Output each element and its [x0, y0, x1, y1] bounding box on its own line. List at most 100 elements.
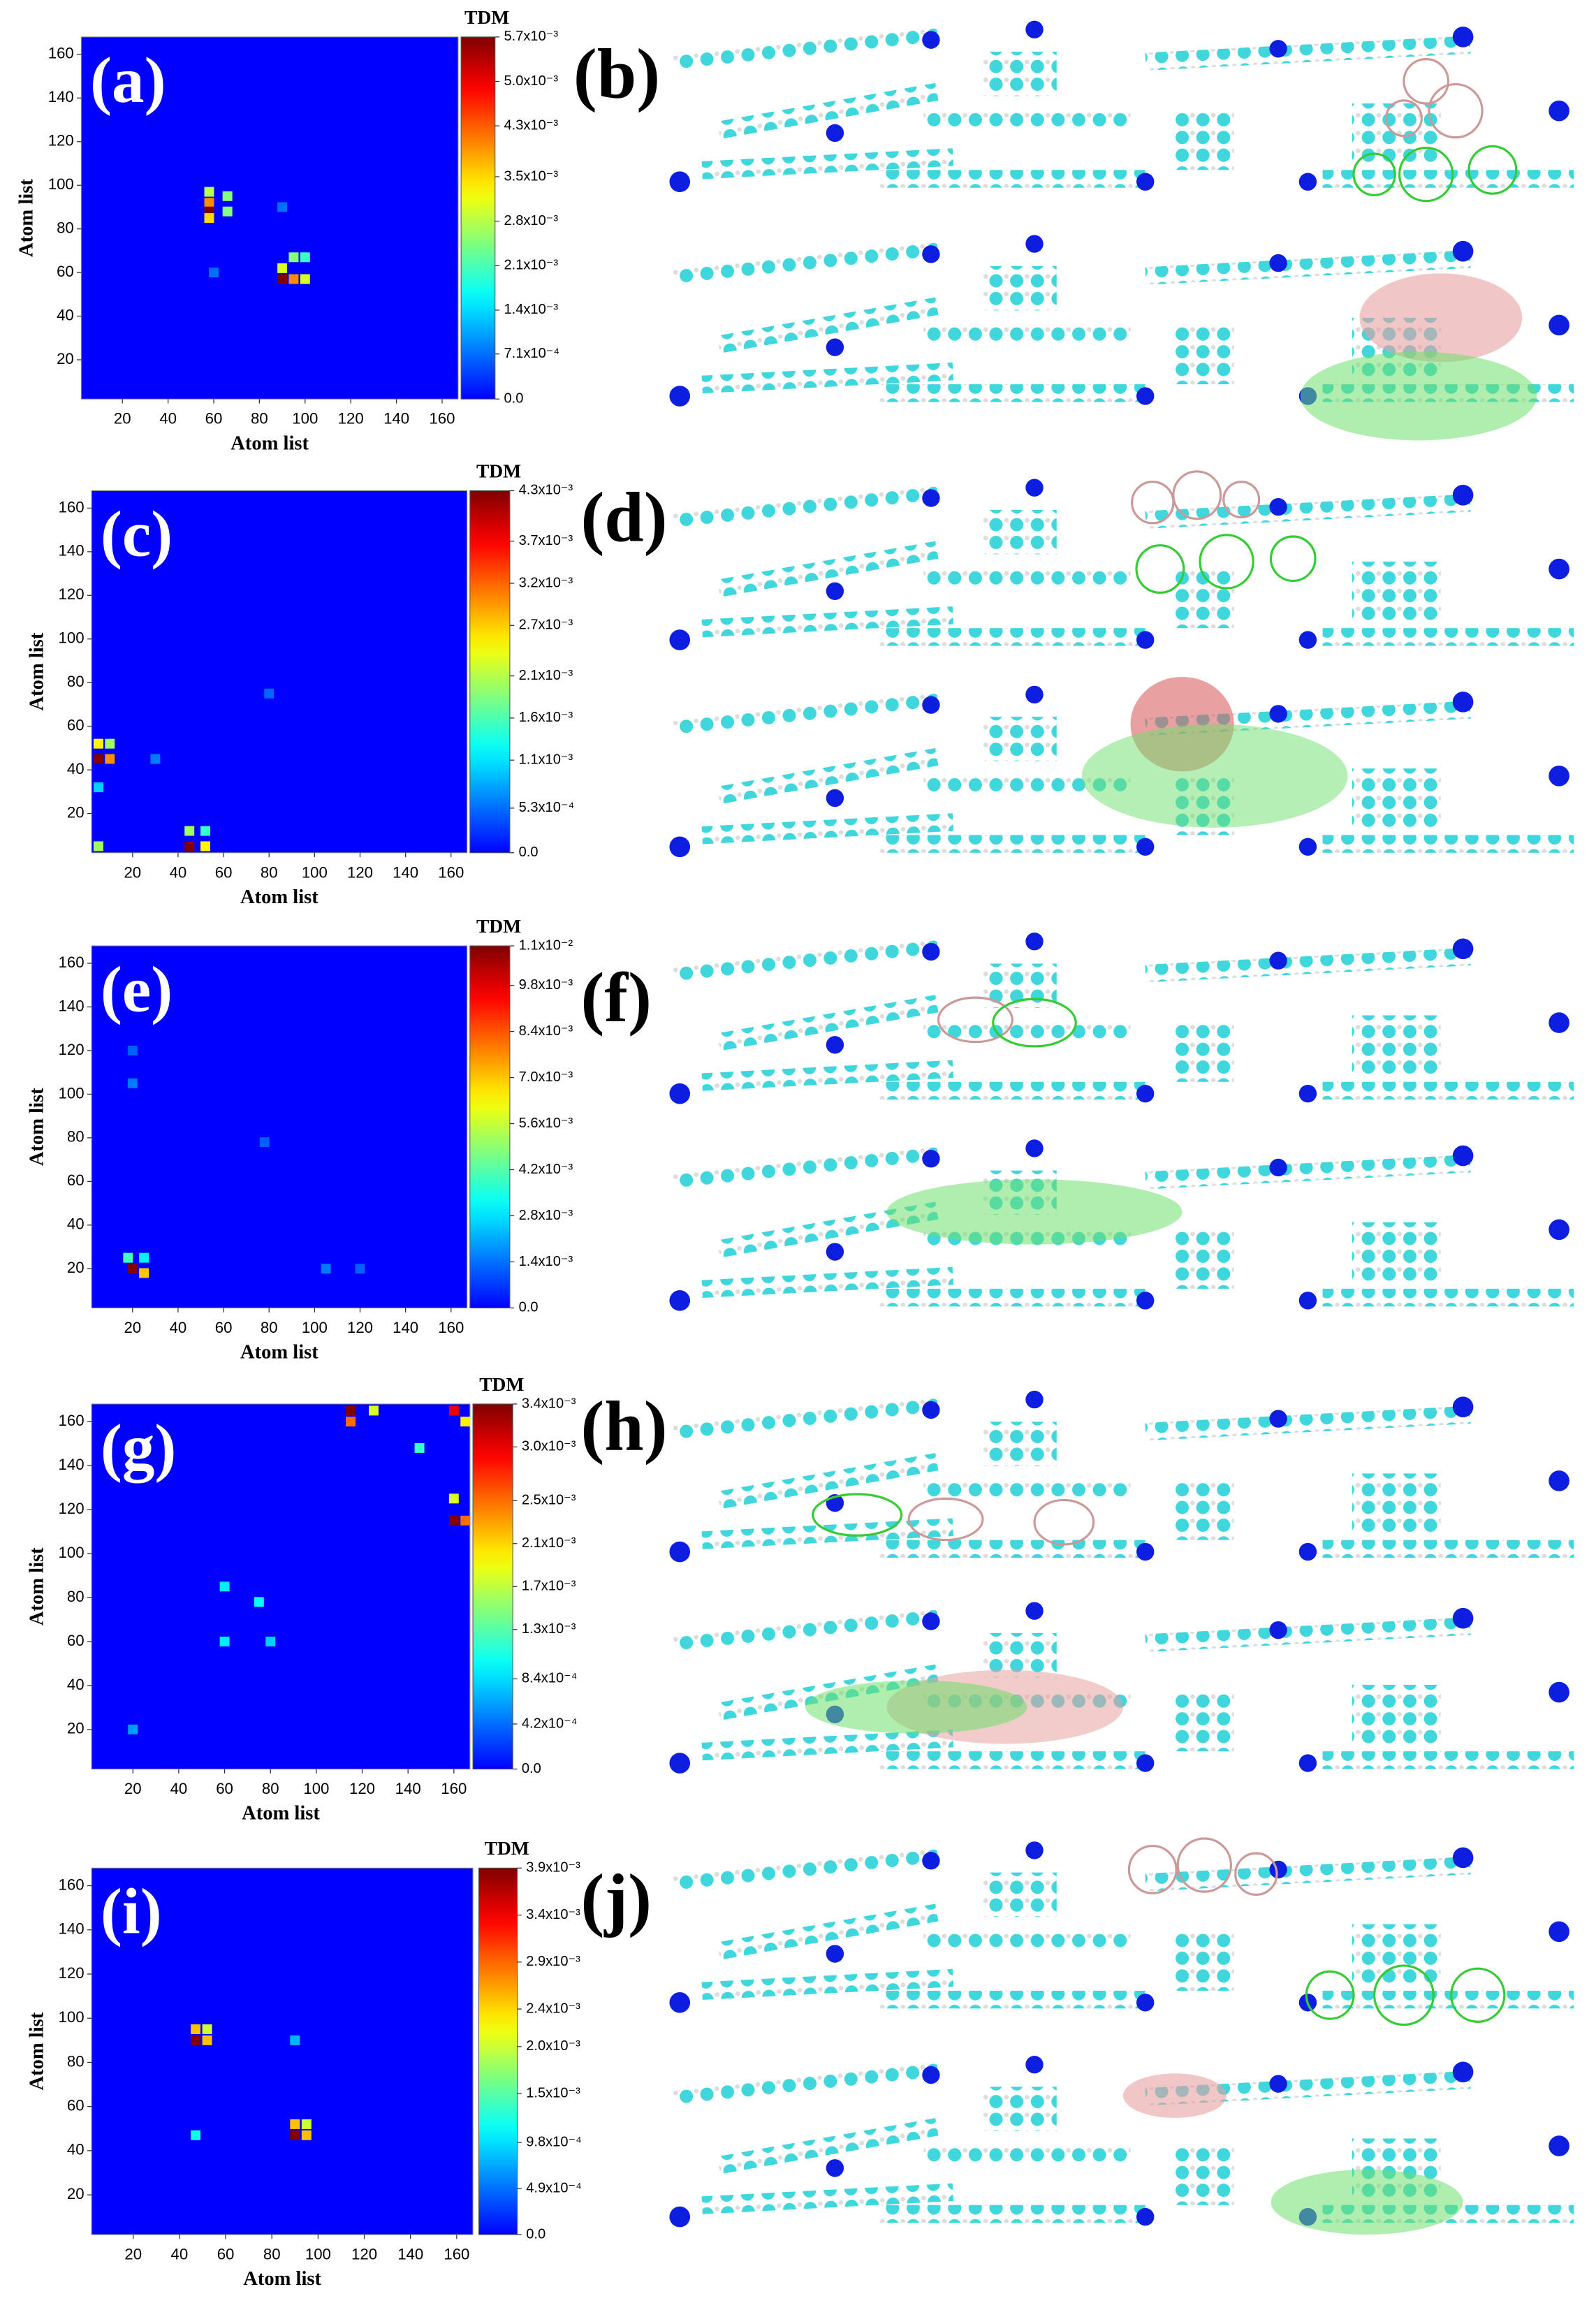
- colorbar-tick-label: 1.6x10⁻³: [519, 710, 573, 725]
- x-axis-label: Atom list: [243, 2268, 321, 2290]
- heat-cell: [300, 274, 310, 284]
- y-tick-label: 80: [67, 1128, 85, 1146]
- heat-cell: [127, 1045, 138, 1055]
- x-tick-label: 80: [261, 1319, 278, 1336]
- y-tick-label: 20: [67, 1720, 85, 1737]
- x-tick-label: 120: [338, 410, 364, 427]
- heat-cell: [93, 782, 103, 793]
- y-tick-label: 160: [59, 498, 85, 516]
- x-tick-label: 40: [171, 2245, 189, 2263]
- x-tick-label: 40: [170, 1319, 187, 1336]
- y-tick-label: 120: [59, 1964, 85, 1982]
- y-tick-label: 40: [67, 760, 85, 777]
- heat-cell: [191, 2130, 201, 2140]
- heat-cell: [127, 1078, 138, 1088]
- heat-cell: [288, 274, 299, 284]
- y-tick-label: 80: [57, 219, 74, 237]
- x-tick-label: 20: [124, 1780, 142, 1797]
- heat-cell: [222, 206, 233, 217]
- x-tick-label: 60: [215, 1319, 233, 1336]
- y-tick-label: 140: [59, 997, 85, 1014]
- x-tick-label: 120: [349, 1780, 375, 1797]
- y-tick-label: 60: [67, 1171, 85, 1189]
- heat-cell: [277, 263, 288, 273]
- y-tick-label: 100: [59, 1544, 85, 1561]
- y-tick-label: 60: [57, 263, 74, 280]
- heat-cell: [277, 202, 288, 212]
- colorbar-tick-label: 4.2x10⁻³: [519, 1162, 573, 1177]
- x-tick-label: 160: [438, 1319, 464, 1336]
- x-tick-label: 20: [124, 2245, 142, 2263]
- colorbar: [469, 490, 511, 854]
- heat-cell: [200, 841, 211, 852]
- heat-cell: [204, 213, 214, 224]
- heat-cell: [209, 268, 219, 278]
- image-panel-label: (h): [580, 1387, 667, 1466]
- heat-cell: [414, 1442, 425, 1453]
- x-tick-label: 60: [216, 1780, 233, 1797]
- colorbar-tick-label: 9.8x10⁻⁴: [526, 2134, 582, 2149]
- x-axis-label: Atom list: [242, 1803, 320, 1825]
- colorbar-tick-label: 2.8x10⁻³: [504, 213, 558, 228]
- y-tick-label: 100: [48, 175, 74, 193]
- colorbar-tick-label: 4.3x10⁻³: [519, 483, 573, 498]
- y-tick-label: 40: [67, 1215, 85, 1233]
- y-tick-label: 160: [59, 1412, 85, 1429]
- image-panel-label: (f): [580, 958, 651, 1037]
- colorbar-tick-label: 1.1x10⁻³: [519, 752, 573, 767]
- x-tick-label: 140: [395, 1780, 421, 1797]
- panel-label: (i): [101, 1876, 162, 1948]
- colorbar-tick-label: 2.9x10⁻³: [526, 1954, 580, 1969]
- x-tick-label: 140: [397, 2245, 423, 2263]
- colorbar-tick-label: 0.0: [526, 2226, 546, 2242]
- heat-cell: [254, 1597, 264, 1607]
- y-tick-label: 120: [59, 585, 85, 603]
- y-tick-label: 100: [59, 1084, 85, 1102]
- heat-cell: [264, 688, 274, 699]
- heat-cell: [288, 252, 299, 263]
- colorbar-tick-label: 0.0: [519, 845, 539, 860]
- colorbar-tick-label: 5.0x10⁻³: [504, 73, 558, 89]
- y-tick-label: 40: [67, 2141, 85, 2158]
- y-axis-label: Atom list: [27, 2012, 48, 2090]
- x-tick-label: 40: [170, 863, 187, 881]
- y-tick-label: 100: [59, 2008, 85, 2026]
- colorbar-tick-label: 1.4x10⁻³: [519, 1254, 573, 1269]
- panel-label: (c): [101, 499, 173, 571]
- colorbar: [472, 1403, 513, 1770]
- y-tick-label: 80: [67, 2052, 85, 2070]
- x-tick-label: 100: [302, 863, 328, 881]
- heat-cell: [150, 754, 161, 764]
- y-axis-label: Atom list: [16, 179, 38, 257]
- x-tick-label: 40: [170, 1780, 188, 1797]
- y-tick-label: 20: [67, 1259, 85, 1276]
- heat-cell: [139, 1252, 149, 1263]
- heat-cell: [184, 841, 195, 852]
- x-tick-label: 80: [251, 410, 268, 427]
- x-tick-label: 60: [217, 2245, 235, 2263]
- x-tick-label: 140: [393, 863, 418, 881]
- x-tick-label: 20: [124, 863, 141, 881]
- y-tick-label: 60: [67, 2097, 85, 2114]
- colorbar-tick-label: 3.5x10⁻³: [504, 168, 558, 184]
- colorbar-tick-label: 8.4x10⁻³: [519, 1023, 573, 1039]
- y-tick-label: 40: [67, 1676, 85, 1693]
- colorbar-tick-label: 2.0x10⁻³: [526, 2038, 580, 2054]
- heat-cell: [200, 826, 211, 836]
- colorbar-title: TDM: [464, 6, 509, 28]
- colorbar-tick-label: 1.5x10⁻³: [526, 2086, 580, 2101]
- colorbar-tick-label: 2.1x10⁻³: [519, 668, 573, 683]
- heat-cell: [346, 1405, 356, 1416]
- plot-area: [91, 945, 468, 1308]
- colorbar-tick-label: 3.7x10⁻³: [519, 533, 573, 548]
- x-tick-label: 20: [124, 1319, 141, 1336]
- y-tick-label: 100: [59, 629, 85, 647]
- y-tick-label: 120: [59, 1500, 85, 1517]
- y-tick-label: 140: [59, 542, 85, 560]
- plot-area: [80, 36, 459, 400]
- heat-cell: [368, 1405, 379, 1416]
- x-tick-label: 100: [303, 1780, 329, 1797]
- x-tick-label: 140: [393, 1319, 418, 1336]
- heat-cell: [139, 1268, 149, 1278]
- heat-cell: [300, 252, 310, 263]
